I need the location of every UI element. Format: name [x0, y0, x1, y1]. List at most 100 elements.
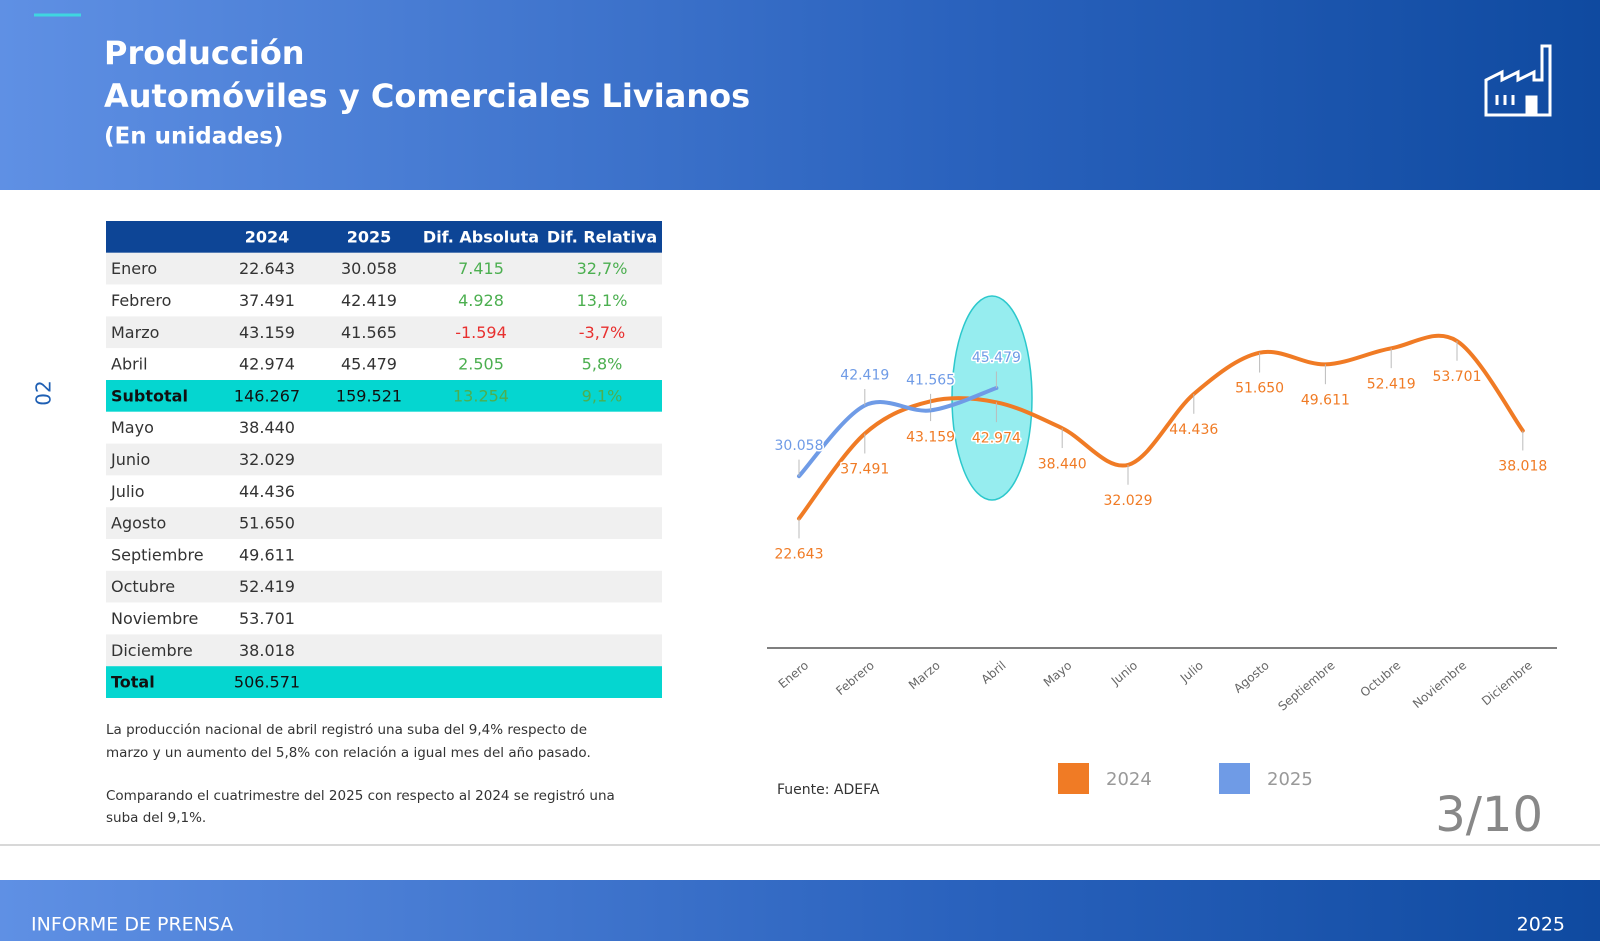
table-cell: 146.267 [234, 386, 300, 405]
table-cell: 13,1% [577, 291, 628, 310]
table-cell: Enero [111, 259, 157, 278]
page-number: 3/10 [1435, 787, 1543, 843]
table-cell: 43.159 [239, 323, 295, 342]
table-row-bg [106, 570, 662, 603]
data-label: 42.419 [840, 368, 889, 384]
table-cell: 4.928 [458, 291, 504, 310]
paragraph-line: La producción nacional de abril registró… [106, 722, 587, 738]
data-label: 30.058 [775, 438, 824, 454]
table-row-bg [106, 380, 662, 412]
data-label: 51.650 [1235, 381, 1284, 397]
table-cell: Mayo [111, 418, 154, 437]
table-header-bg [106, 221, 662, 253]
data-label: 38.440 [1038, 456, 1087, 472]
line-series [797, 333, 1525, 521]
table-cell: Abril [111, 355, 148, 374]
table-cell: Diciembre [111, 641, 193, 660]
paragraph-line: Comparando el cuatrimestre del 2025 con … [106, 788, 615, 804]
table-header-cell: 2024 [245, 227, 290, 246]
table-cell: 13.254 [453, 386, 509, 405]
data-label: 53.701 [1433, 369, 1482, 385]
table-row-bg [106, 316, 662, 349]
table-cell: 5,8% [582, 355, 623, 374]
line-series [797, 386, 999, 479]
table-row-bg [106, 411, 662, 444]
table-cell: 38.440 [239, 418, 295, 437]
table-header-cell: Dif. Absoluta [423, 227, 539, 246]
paragraphs: La producción nacional de abril registró… [106, 722, 615, 826]
table-row-bg [106, 634, 662, 667]
table-row-bg [106, 539, 662, 571]
table-cell: 506.571 [234, 673, 300, 692]
table-cell: 52.419 [239, 577, 295, 596]
table-cell: 53.701 [239, 609, 295, 628]
data-label: 22.643 [775, 547, 824, 563]
table-cell: 45.479 [341, 355, 397, 374]
table-cell: Febrero [111, 291, 171, 310]
footer-left: INFORME DE PRENSA [31, 914, 233, 936]
table-row-bg [106, 666, 662, 698]
legend-swatch [1219, 763, 1250, 794]
paragraph-line: suba del 9,1%. [106, 810, 206, 826]
header-band [0, 0, 1600, 190]
subtitle: (En unidades) [104, 124, 284, 150]
table-cell: Septiembre [111, 545, 204, 564]
factory-icon [1484, 44, 1552, 117]
data-label: 38.018 [1498, 459, 1547, 475]
data-label: 49.611 [1301, 392, 1350, 408]
source: Fuente: ADEFA [777, 782, 880, 798]
data-label: 43.159 [906, 429, 955, 445]
table-header-cell: 2025 [347, 227, 392, 246]
table-cell: 49.611 [239, 545, 295, 564]
paragraph-line: marzo y un aumento del 5,8% con relación… [106, 745, 591, 761]
table-row-bg [106, 284, 662, 317]
table-cell: 37.491 [239, 291, 295, 310]
data-label: 42.974 [972, 430, 1021, 446]
table-cell: Agosto [111, 514, 166, 533]
table-row-bg [106, 252, 662, 285]
table-cell: 38.018 [239, 641, 295, 660]
data-label: 41.565 [906, 372, 955, 388]
table-cell: Octubre [111, 577, 175, 596]
table-cell: 2.505 [458, 355, 504, 374]
data-label: 45.479 [972, 350, 1021, 366]
table-row-bg [106, 348, 662, 380]
table-cell: 9,1% [582, 386, 623, 405]
data-label: 52.419 [1367, 376, 1416, 392]
table-cell: Total [111, 673, 155, 692]
table-row-bg [106, 443, 662, 476]
table-row-bg [106, 475, 662, 508]
table-row-bg [106, 602, 662, 635]
data-label: 44.436 [1169, 422, 1218, 438]
table-cell: Subtotal [111, 386, 188, 405]
table-cell: Noviembre [111, 609, 198, 628]
table-cell: 30.058 [341, 259, 397, 278]
side-label: 02 [32, 380, 56, 405]
table-cell: 44.436 [239, 482, 295, 501]
table-cell: 42.419 [341, 291, 397, 310]
footer-band [0, 880, 1600, 941]
legend-label: 2024 [1106, 769, 1152, 790]
table-cell: Julio [110, 482, 145, 501]
table-row-bg [106, 507, 662, 539]
table-cell: 32.029 [239, 450, 295, 469]
footer-right: 2025 [1517, 914, 1565, 936]
table-cell: -3,7% [579, 323, 625, 342]
legend-label: 2025 [1267, 769, 1313, 790]
table-cell: 7.415 [458, 259, 504, 278]
table-cell: 51.650 [239, 514, 295, 533]
legend-swatch [1058, 763, 1089, 794]
table: 2024 2025 Dif. Absoluta Dif. Relativa Enero 2… [106, 221, 662, 698]
table-cell: 42.974 [239, 355, 295, 374]
table-cell: Junio [110, 450, 150, 469]
table-cell: 41.565 [341, 323, 397, 342]
table-cell: 22.643 [239, 259, 295, 278]
table-cell: 159.521 [336, 386, 402, 405]
table-cell: Marzo [111, 323, 159, 342]
data-label: 37.491 [840, 462, 889, 478]
table-cell: 32,7% [577, 259, 628, 278]
data-label: 32.029 [1104, 493, 1153, 509]
title: Producción [104, 34, 305, 72]
title: Automóviles y Comerciales Livianos [104, 77, 750, 115]
